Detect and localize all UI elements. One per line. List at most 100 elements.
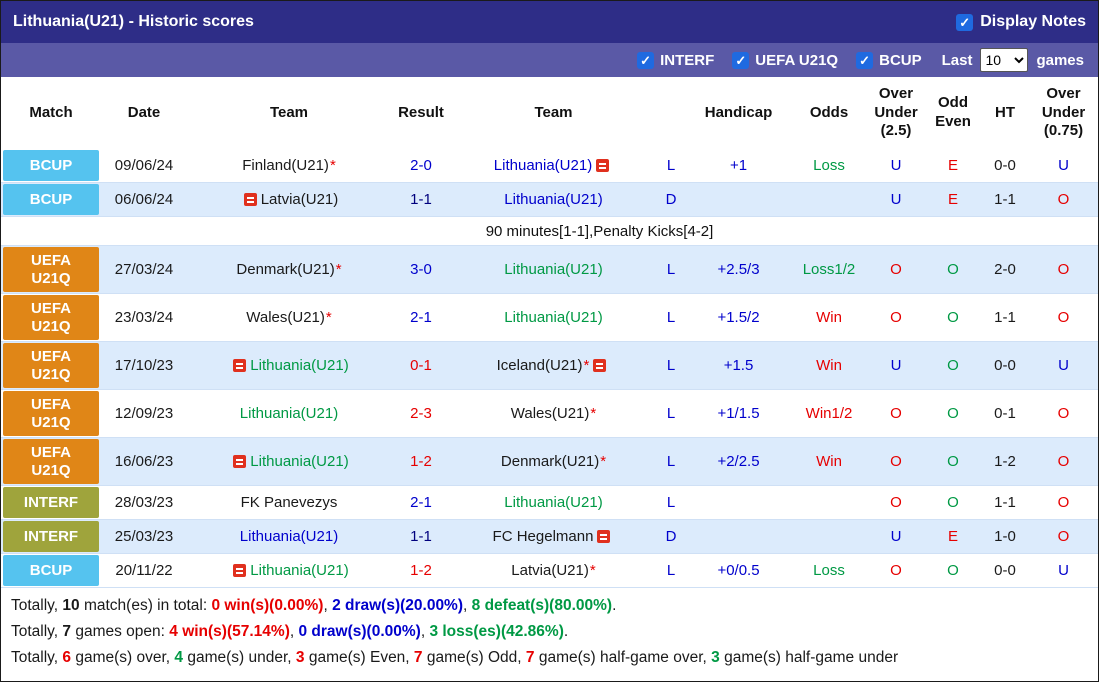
match-date: 27/03/24 [101, 245, 187, 294]
star-marker: * [590, 405, 597, 422]
display-notes-toggle[interactable]: ✓ Display Notes [956, 13, 1086, 31]
odds-result: Loss [791, 553, 867, 588]
odd-even: O [925, 293, 981, 342]
team-name[interactable]: FK Panevezys [240, 494, 338, 511]
away-team: Denmark(U21)* [451, 437, 656, 486]
column-header: Match [1, 77, 101, 149]
team-name[interactable]: Lithuania(U21) [250, 357, 349, 374]
home-team: FK Panevezys [187, 485, 391, 520]
match-competition-cell: UEFA U21Q [1, 245, 101, 294]
match-competition-cell: UEFA U21Q [1, 293, 101, 342]
odds-result: Win1/2 [791, 389, 867, 438]
team-name[interactable]: Lithuania(U21) [250, 453, 349, 470]
match-date: 28/03/23 [101, 485, 187, 520]
match-date: 20/11/22 [101, 553, 187, 588]
display-notes-checkbox-icon[interactable]: ✓ [956, 13, 974, 31]
half-time-score: 0-1 [981, 389, 1029, 438]
filter-label: INTERF [660, 51, 715, 69]
team-name[interactable]: Denmark(U21) [500, 453, 600, 470]
odds-result: Win [791, 437, 867, 486]
team-name[interactable]: Latvia(U21) [260, 191, 339, 208]
last-games-select[interactable]: 10 [980, 48, 1029, 72]
team-name[interactable]: Finland(U21) [242, 157, 329, 174]
team-name[interactable]: Latvia(U21) [511, 562, 589, 579]
match-date: 25/03/23 [101, 519, 187, 554]
team-badge-icon [596, 159, 610, 172]
team-name[interactable]: Lithuania(U21) [493, 157, 593, 174]
match-date: 06/06/24 [101, 182, 187, 217]
match-date: 09/06/24 [101, 149, 187, 183]
last-label: Last [941, 51, 973, 69]
handicap-value [686, 485, 791, 520]
column-header: Over Under (0.75) [1029, 77, 1098, 149]
team-name[interactable]: Lithuania(U21) [239, 405, 339, 422]
home-team: Lithuania(U21) [187, 437, 391, 486]
over-under-25: O [867, 437, 925, 486]
odd-even: O [925, 437, 981, 486]
note-row: 90 minutes[1-1],Penalty Kicks[4-2] [1, 216, 1098, 246]
team-name[interactable]: Lithuania(U21) [504, 309, 603, 326]
match-row: INTERF 25/03/23 Lithuania(U21) 1-1 FC Hegelm… [1, 519, 1098, 554]
over-under-075: O [1029, 389, 1098, 438]
result-letter: L [656, 341, 686, 390]
checkbox-icon[interactable]: ✓ [856, 51, 874, 69]
column-header: Team [451, 77, 656, 149]
team-badge-icon [597, 530, 611, 543]
filter-toggle-uefa-u21q[interactable]: ✓ UEFA U21Q [732, 51, 838, 69]
star-marker: * [329, 157, 336, 174]
over-under-075: O [1029, 293, 1098, 342]
summary-footer: Totally, 10 match(es) in total: 0 win(s)… [1, 588, 1098, 671]
odd-even: E [925, 182, 981, 217]
match-row: UEFA U21Q 23/03/24 Wales(U21)* 2-1 Lithuania… [1, 293, 1098, 342]
odds-result [791, 182, 867, 217]
handicap-value: +2.5/3 [686, 245, 791, 294]
match-note: 90 minutes[1-1],Penalty Kicks[4-2] [101, 216, 1098, 246]
checkbox-icon[interactable]: ✓ [732, 51, 750, 69]
odds-result [791, 485, 867, 520]
team-name[interactable]: Iceland(U21) [496, 357, 583, 374]
filter-toggle-bcup[interactable]: ✓ BCUP [856, 51, 922, 69]
filter-toggle-interf[interactable]: ✓ INTERF [637, 51, 715, 69]
team-name[interactable]: Wales(U21) [246, 309, 325, 326]
team-name[interactable]: Lithuania(U21) [504, 261, 603, 278]
team-name[interactable]: Lithuania(U21) [250, 562, 349, 579]
result-score: 0-1 [391, 341, 451, 390]
competition-badge: UEFA U21Q [3, 391, 99, 436]
over-under-25: U [867, 519, 925, 554]
result-score: 2-1 [391, 485, 451, 520]
match-competition-cell: BCUP [1, 182, 101, 217]
team-name[interactable]: FC Hegelmann [492, 528, 594, 545]
handicap-value: +2/2.5 [686, 437, 791, 486]
star-marker: * [600, 453, 607, 470]
result-score: 2-0 [391, 149, 451, 183]
team-badge-icon [593, 359, 607, 372]
result-score: 1-1 [391, 519, 451, 554]
team-name[interactable]: Denmark(U21) [236, 261, 335, 278]
match-date: 17/10/23 [101, 341, 187, 390]
filter-bar: ✓ INTERF ✓ UEFA U21Q ✓ BCUP Last 10 games [1, 43, 1098, 77]
summary-line: Totally, 7 games open: 4 win(s)(57.14%),… [11, 623, 569, 640]
team-name[interactable]: Lithuania(U21) [239, 528, 339, 545]
column-header: Date [101, 77, 187, 149]
home-team: Latvia(U21) [187, 182, 391, 217]
checkbox-icon[interactable]: ✓ [637, 51, 655, 69]
away-team: Lithuania(U21) [451, 245, 656, 294]
home-team: Finland(U21)* [187, 149, 391, 183]
match-date: 23/03/24 [101, 293, 187, 342]
competition-badge: UEFA U21Q [3, 295, 99, 340]
match-row: BCUP 20/11/22 Lithuania(U21) 1-2 Latvia(U21)… [1, 553, 1098, 588]
note-row-spacer [1, 216, 101, 246]
result-letter: L [656, 437, 686, 486]
half-time-score: 1-1 [981, 182, 1029, 217]
competition-badge: INTERF [3, 521, 99, 552]
team-name[interactable]: Lithuania(U21) [504, 494, 603, 511]
away-team: Iceland(U21)* [451, 341, 656, 390]
column-header: HT [981, 77, 1029, 149]
team-name[interactable]: Wales(U21) [510, 405, 590, 422]
competition-badge: UEFA U21Q [3, 247, 99, 292]
odds-result: Loss1/2 [791, 245, 867, 294]
team-name[interactable]: Lithuania(U21) [504, 191, 603, 208]
half-time-score: 1-2 [981, 437, 1029, 486]
team-badge-icon [233, 359, 247, 372]
